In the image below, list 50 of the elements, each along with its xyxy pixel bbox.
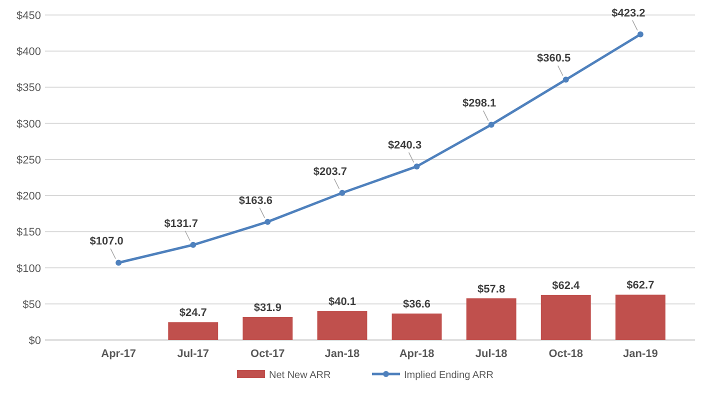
y-tick-label: $150 <box>16 226 41 239</box>
y-tick-label: $250 <box>16 154 41 166</box>
data-label: $203.7 <box>313 166 348 178</box>
point <box>562 76 569 83</box>
data-label: $298.1 <box>462 98 496 110</box>
point <box>116 260 122 266</box>
x-tick-label: Jan-18 <box>324 348 360 360</box>
data-label: $240.3 <box>388 139 422 152</box>
x-tick-label: Oct-18 <box>548 348 583 360</box>
x-tick-label: Jul-18 <box>475 348 508 360</box>
legend-label: Net New ARR <box>269 370 331 381</box>
bar <box>242 316 293 340</box>
bar <box>540 294 591 340</box>
bar <box>317 311 368 340</box>
y-tick-label: $450 <box>16 10 41 22</box>
point <box>190 242 196 248</box>
data-label: $62.7 <box>626 280 654 292</box>
y-tick-label: $400 <box>16 46 41 58</box>
y-tick-label: $0 <box>28 335 41 347</box>
data-label: $31.9 <box>254 302 282 314</box>
legend-label: Implied Ending ARR <box>404 370 494 381</box>
data-label: $62.4 <box>552 280 581 292</box>
x-tick-label: Jan-19 <box>622 348 658 360</box>
x-tick-label: Oct-17 <box>250 348 285 360</box>
bar <box>392 314 442 340</box>
bar <box>466 298 516 340</box>
data-label: $57.8 <box>478 283 506 296</box>
data-label: $107.0 <box>90 236 124 248</box>
point <box>488 122 494 128</box>
y-tick-label: $350 <box>16 82 41 94</box>
data-label: $40.1 <box>328 296 356 308</box>
data-label: $423.2 <box>612 7 646 20</box>
y-tick-label: $100 <box>16 262 41 275</box>
data-label: $24.7 <box>179 307 207 320</box>
bar <box>615 294 666 340</box>
data-label: $360.5 <box>537 52 571 65</box>
point <box>264 218 271 225</box>
x-tick-label: Apr-17 <box>101 348 136 360</box>
x-tick-label: Apr-18 <box>399 348 434 360</box>
data-label: $131.7 <box>164 218 198 230</box>
data-label: $36.6 <box>403 298 431 311</box>
point <box>339 190 346 196</box>
y-tick-label: $200 <box>16 190 41 203</box>
y-tick-label: $50 <box>22 298 41 311</box>
data-label: $163.6 <box>238 194 273 207</box>
y-tick-label: $300 <box>16 118 41 130</box>
point <box>414 163 420 170</box>
x-tick-label: Jul-17 <box>177 348 210 360</box>
point <box>637 31 644 38</box>
bar <box>168 322 218 340</box>
